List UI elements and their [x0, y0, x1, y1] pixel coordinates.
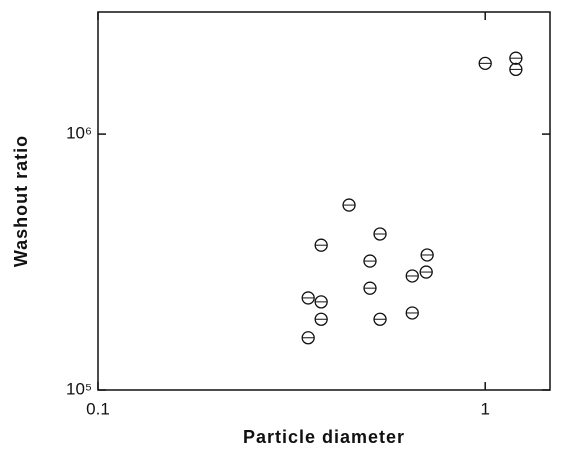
point	[314, 312, 328, 326]
point	[363, 254, 377, 268]
point	[314, 295, 328, 309]
x-axis-label: Particle diameter	[243, 427, 405, 447]
point	[373, 227, 387, 241]
point	[478, 56, 492, 70]
point	[405, 306, 419, 320]
plot-frame	[97, 11, 551, 391]
point	[314, 238, 328, 252]
point	[405, 269, 419, 283]
y-axis-label: Washout ratio	[11, 135, 31, 267]
point	[373, 312, 387, 326]
x-tick-label: 1	[480, 399, 489, 418]
point	[301, 331, 315, 345]
y-tick-label: 10⁵	[66, 379, 92, 398]
point	[363, 281, 377, 295]
point	[509, 62, 523, 77]
point	[509, 51, 523, 65]
x-tick-label: 0.1	[86, 399, 110, 418]
point	[342, 198, 356, 212]
point	[301, 291, 315, 305]
point	[420, 248, 434, 262]
point	[419, 265, 433, 279]
y-tick-label: 10⁶	[66, 124, 92, 143]
